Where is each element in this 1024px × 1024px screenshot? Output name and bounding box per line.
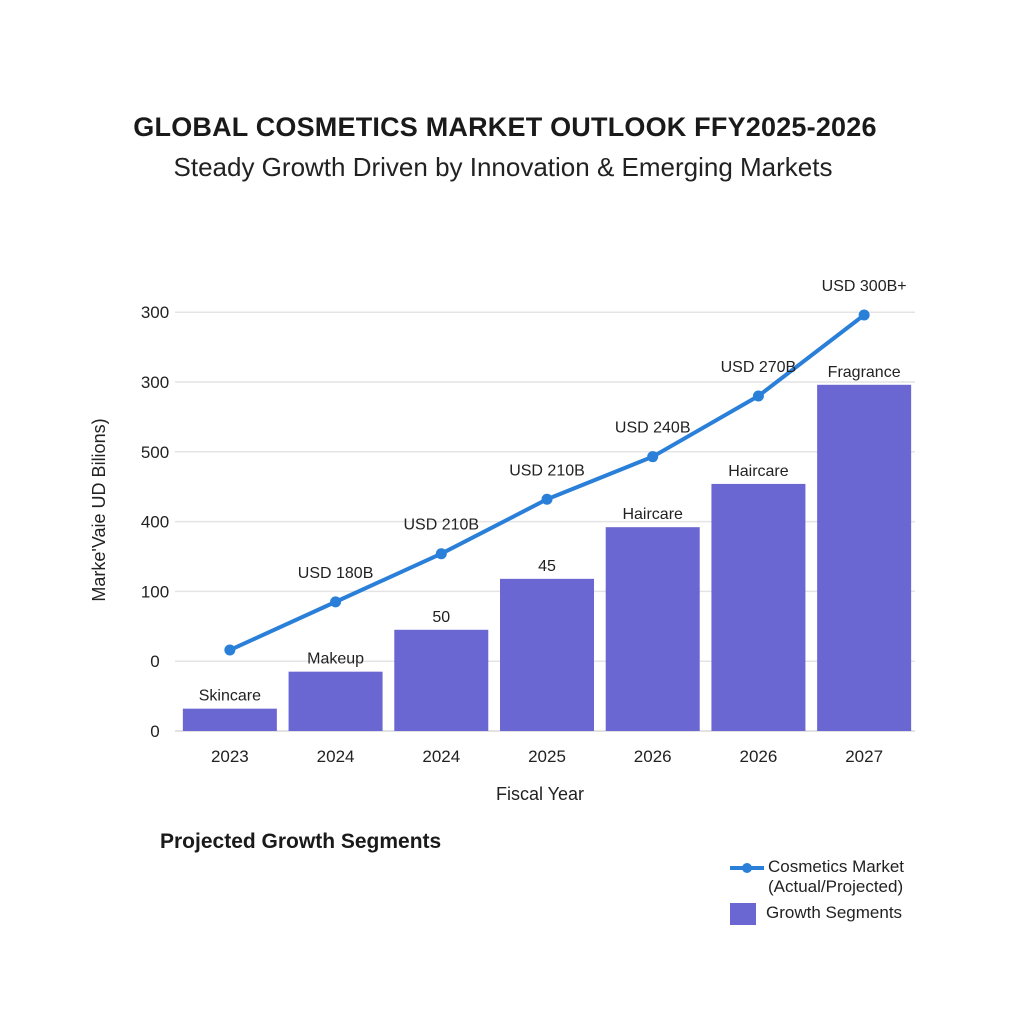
line-point-label: USD 240B	[615, 420, 691, 437]
legend-item-line: Cosmetics Market (Actual/Projected)	[730, 857, 904, 897]
chart-subtitle: Steady Growth Driven by Innovation & Eme…	[173, 152, 833, 182]
bar-label: Fragrance	[828, 364, 901, 381]
bar-label: 50	[432, 609, 450, 626]
y-tick-label: 300	[141, 303, 169, 322]
line-point	[224, 644, 236, 656]
line-point	[647, 451, 659, 463]
legend-bar-label: Growth Segments	[766, 903, 903, 922]
bar	[605, 527, 700, 731]
bar	[711, 483, 806, 731]
line-point-label: USD 300B+	[822, 278, 907, 295]
legend-line-label-1: Cosmetics Market	[768, 857, 905, 876]
x-tick-label: 2024	[422, 747, 460, 766]
x-tick-label: 2024	[317, 747, 355, 766]
legend-item-bar: Growth Segments	[730, 903, 904, 925]
bar	[500, 578, 594, 731]
legend: Cosmetics Market (Actual/Projected) Grow…	[730, 857, 904, 931]
x-tick-label: 2025	[528, 747, 566, 766]
line-point-label: USD 270B	[721, 359, 797, 376]
line-point	[330, 596, 342, 608]
bar	[394, 629, 489, 731]
bar	[182, 708, 277, 731]
segments-heading: Projected Growth Segments	[160, 830, 442, 853]
bar-label: Skincare	[199, 688, 261, 705]
x-axis-label: Fiscal Year	[496, 784, 584, 804]
y-tick-label: 400	[141, 513, 169, 532]
y-tick-label: 300	[141, 373, 169, 392]
y-tick-label: 0	[150, 722, 159, 741]
bar-label: Makeup	[307, 651, 364, 668]
x-tick-label: 2026	[740, 747, 778, 766]
legend-line-label: Cosmetics Market (Actual/Projected)	[768, 857, 904, 897]
x-tick-label: 2027	[845, 747, 883, 766]
x-tick-label: 2023	[211, 747, 249, 766]
legend-line-swatch	[730, 863, 764, 873]
bar	[817, 384, 912, 731]
bar-label: 45	[538, 558, 556, 575]
bar	[288, 671, 383, 731]
bar-label: Haircare	[728, 463, 789, 480]
line-point	[752, 390, 764, 402]
legend-line-label-2: (Actual/Projected)	[768, 877, 904, 896]
line-point	[541, 493, 553, 505]
chart-title: GLOBAL COSMETICS MARKET OUTLOOK FFY2025-…	[133, 112, 877, 142]
legend-bar-swatch	[730, 903, 756, 925]
line-point	[435, 548, 447, 560]
line-point	[858, 309, 870, 321]
y-axis-label: Marke'Vaie UD Bilions)	[89, 418, 109, 601]
y-tick-label: 500	[141, 443, 169, 462]
x-tick-label: 2026	[634, 747, 672, 766]
line-point-label: USD 210B	[403, 517, 479, 534]
line-point-label: USD 180B	[298, 565, 374, 582]
y-tick-label: 0	[150, 652, 159, 671]
y-tick-label: 100	[141, 582, 169, 601]
line-point-label: USD 210B	[509, 462, 585, 479]
bar-label: Haircare	[622, 506, 683, 523]
